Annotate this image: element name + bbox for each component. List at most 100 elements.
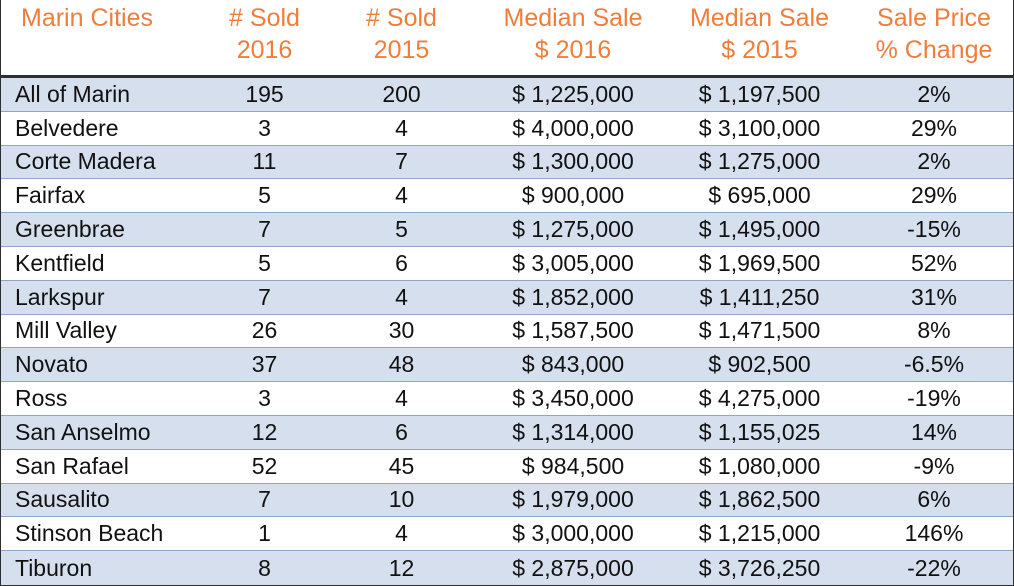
table-row: Ross 3 4 $ 3,450,000 $ 4,275,000 -19% (1, 382, 1013, 416)
median-2015-cell: $ 4,275,000 (698, 385, 821, 412)
city-cell: San Rafael (15, 452, 129, 479)
median-2016-cell: $ 843,000 (521, 351, 625, 378)
table-row: All of Marin 195 200 $ 1,225,000 $ 1,197… (1, 78, 1013, 112)
sold-2015-cell: 10 (388, 486, 415, 513)
median-2015-cell: $ 1,155,025 (698, 418, 821, 445)
sold-2016-cell: 1 (258, 520, 271, 547)
median-2015-cell: $ 1,197,500 (698, 80, 821, 107)
table-row: San Rafael 52 45 $ 984,500 $ 1,080,000 -… (1, 450, 1013, 484)
sold-2016-cell: 26 (251, 317, 278, 344)
header-line2: 2015 (373, 36, 430, 64)
median-2016-cell: $ 1,314,000 (512, 418, 634, 445)
sold-2016-cell: 7 (258, 283, 271, 310)
table-row: Larkspur 7 4 $ 1,852,000 $ 1,411,250 31% (1, 280, 1013, 315)
header-sold-2016: # Sold 2016 (206, 0, 323, 75)
median-2015-cell: $ 902,500 (708, 351, 811, 378)
median-2015-cell: $ 1,969,500 (698, 249, 821, 276)
sold-2016-cell: 5 (258, 182, 271, 209)
median-2015-cell: $ 1,495,000 (698, 216, 821, 243)
table-row: San Anselmo 12 6 $ 1,314,000 $ 1,155,025… (1, 415, 1013, 450)
header-line1: # Sold (229, 4, 300, 32)
sold-2016-cell: 37 (251, 351, 278, 378)
sold-2015-cell: 4 (395, 114, 408, 141)
header-marin-cities: Marin Cities (1, 0, 206, 75)
change-cell: 2% (917, 148, 951, 175)
change-cell: -19% (907, 385, 961, 412)
city-cell: San Anselmo (15, 418, 151, 445)
median-2015-cell: $ 1,275,000 (698, 148, 821, 175)
city-cell: Stinson Beach (15, 520, 164, 547)
sold-2015-cell: 4 (395, 385, 408, 412)
table-row: Belvedere 3 4 $ 4,000,000 $ 3,100,000 29… (1, 112, 1013, 146)
table-row: Greenbrae 7 5 $ 1,275,000 $ 1,495,000 -1… (1, 213, 1013, 247)
sold-2015-cell: 45 (388, 452, 415, 479)
median-2015-cell: $ 3,100,000 (698, 114, 821, 141)
header-line1: # Sold (366, 4, 437, 32)
change-cell: 146% (904, 520, 964, 547)
sold-2015-cell: 4 (395, 182, 408, 209)
median-2015-cell: $ 1,862,500 (698, 486, 821, 513)
change-cell: 6% (917, 486, 951, 513)
city-cell: Ross (15, 385, 68, 412)
change-cell: 31% (910, 283, 958, 310)
table-row: Fairfax 5 4 $ 900,000 $ 695,000 29% (1, 179, 1013, 214)
median-2016-cell: $ 3,450,000 (512, 385, 634, 412)
median-2016-cell: $ 984,500 (521, 452, 625, 479)
median-2015-cell: $ 1,471,500 (698, 317, 821, 344)
sold-2016-cell: 52 (251, 452, 278, 479)
sold-2015-cell: 30 (388, 317, 415, 344)
median-2016-cell: $ 1,852,000 (512, 283, 634, 310)
sold-2016-cell: 8 (258, 554, 271, 581)
city-cell: Tiburon (15, 554, 93, 581)
city-cell: Kentfield (15, 249, 105, 276)
table-row: Sausalito 7 10 $ 1,979,000 $ 1,862,500 6… (1, 483, 1013, 518)
change-cell: 29% (910, 182, 958, 209)
header-line1: Marin Cities (21, 4, 153, 32)
header-line1: Sale Price (877, 4, 991, 32)
change-cell: -9% (913, 452, 955, 479)
header-line1: Median Sale (690, 4, 829, 32)
table-row: Kentfield 5 6 $ 3,005,000 $ 1,969,500 52… (1, 247, 1013, 281)
sold-2015-cell: 6 (395, 249, 408, 276)
median-2015-cell: $ 1,411,250 (699, 283, 820, 310)
sold-2015-cell: 200 (382, 80, 421, 107)
header-line2: $ 2015 (721, 36, 798, 64)
median-2015-cell: $ 695,000 (708, 182, 811, 209)
table-row: Stinson Beach 1 4 $ 3,000,000 $ 1,215,00… (1, 517, 1013, 552)
change-cell: 52% (910, 249, 958, 276)
sold-2016-cell: 5 (258, 249, 271, 276)
median-2015-cell: $ 1,080,000 (698, 452, 821, 479)
median-2015-cell: $ 1,215,000 (698, 520, 821, 547)
city-cell: Belvedere (15, 114, 119, 141)
sold-2016-cell: 3 (258, 114, 271, 141)
median-2016-cell: $ 1,587,500 (512, 317, 634, 344)
table-header: Marin Cities # Sold 2016 # Sold 2015 Med… (1, 0, 1013, 78)
header-median-2016: Median Sale $ 2016 (480, 0, 666, 75)
median-2016-cell: $ 1,300,000 (512, 148, 634, 175)
sold-2016-cell: 3 (258, 385, 271, 412)
sold-2015-cell: 4 (395, 283, 408, 310)
median-2016-cell: $ 1,275,000 (512, 216, 634, 243)
city-cell: Fairfax (15, 182, 86, 209)
table-row: Novato 37 48 $ 843,000 $ 902,500 -6.5% (1, 348, 1013, 383)
sold-2015-cell: 7 (395, 148, 408, 175)
sold-2015-cell: 4 (395, 520, 408, 547)
table-row: Corte Madera 11 7 $ 1,300,000 $ 1,275,00… (1, 145, 1013, 180)
table-row: Tiburon 8 12 $ 2,875,000 $ 3,726,250 -22… (1, 551, 1013, 585)
city-cell: Sausalito (15, 486, 110, 513)
table-body: All of Marin 195 200 $ 1,225,000 $ 1,197… (1, 78, 1013, 585)
city-cell: Greenbrae (15, 216, 125, 243)
sold-2016-cell: 12 (251, 418, 278, 445)
header-median-2015: Median Sale $ 2015 (666, 0, 853, 75)
median-2016-cell: $ 3,000,000 (512, 520, 634, 547)
change-cell: 14% (910, 418, 958, 445)
change-cell: 29% (910, 114, 958, 141)
city-cell: All of Marin (15, 80, 131, 107)
header-line1: Median Sale (503, 4, 643, 32)
change-cell: 8% (917, 317, 951, 344)
median-2016-cell: $ 900,000 (521, 182, 625, 209)
header-line2: 2016 (236, 36, 293, 64)
city-cell: Larkspur (15, 283, 105, 310)
sold-2016-cell: 195 (245, 80, 284, 107)
median-2015-cell: $ 3,726,250 (698, 554, 821, 581)
